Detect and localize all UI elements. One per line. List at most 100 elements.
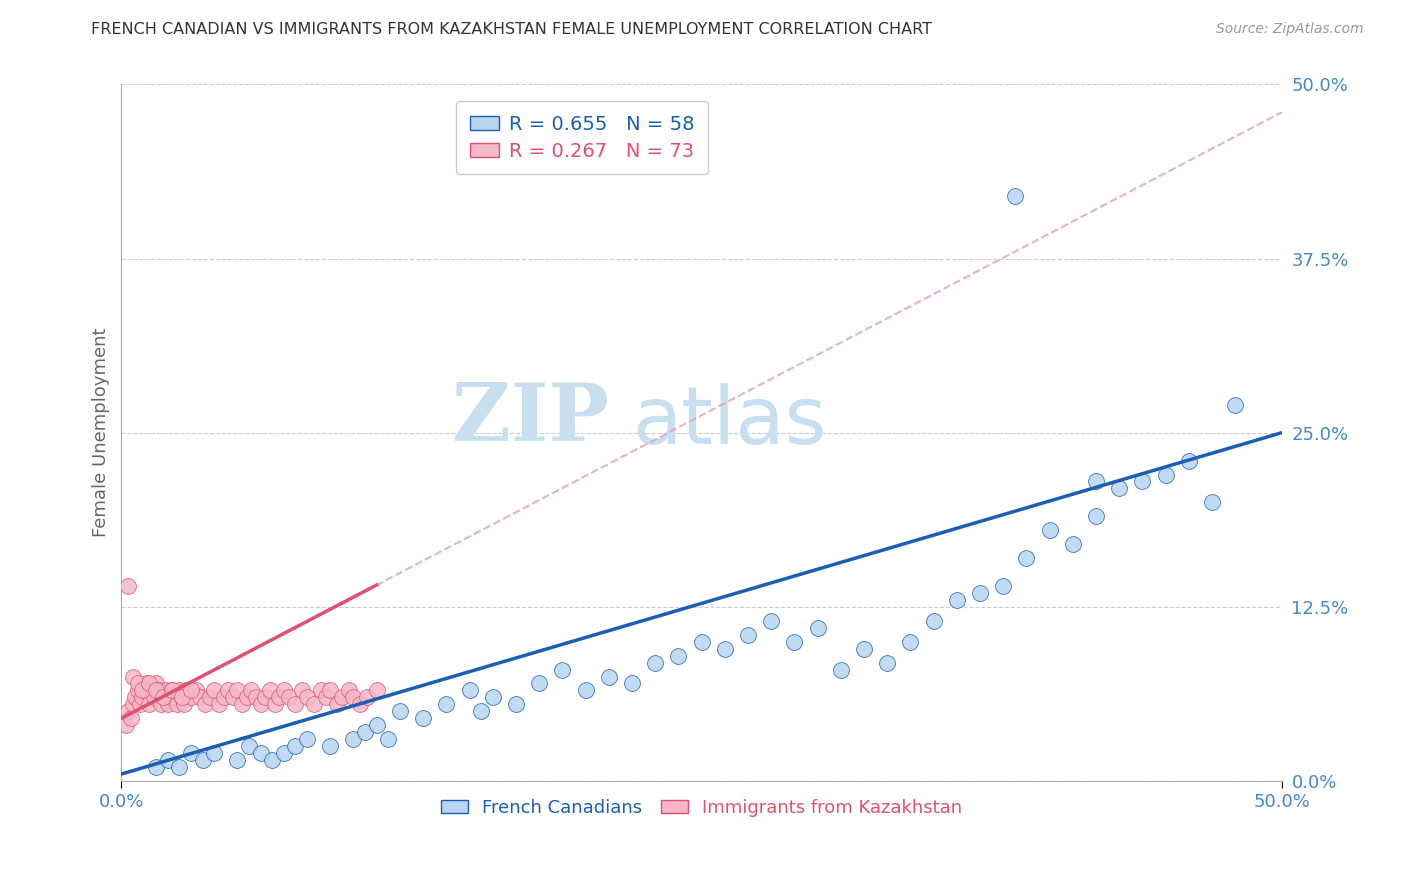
- Point: [295, 732, 318, 747]
- Point: [853, 641, 876, 656]
- Point: [388, 704, 411, 718]
- Point: [240, 683, 263, 698]
- Point: [129, 698, 152, 712]
- Point: [145, 760, 167, 774]
- Point: [138, 676, 160, 690]
- Point: [349, 698, 371, 712]
- Point: [162, 683, 184, 698]
- Point: [342, 732, 364, 747]
- Point: [263, 698, 285, 712]
- Point: [1085, 509, 1108, 524]
- Point: [127, 683, 149, 698]
- Point: [152, 690, 174, 705]
- Point: [481, 690, 503, 705]
- Point: [900, 634, 922, 648]
- Point: [1132, 475, 1154, 489]
- Point: [1062, 537, 1084, 551]
- Point: [117, 579, 139, 593]
- Point: [180, 683, 202, 698]
- Point: [354, 725, 377, 739]
- Point: [830, 663, 852, 677]
- Point: [231, 698, 253, 712]
- Point: [166, 698, 188, 712]
- Point: [1154, 467, 1177, 482]
- Point: [169, 683, 191, 698]
- Point: [156, 753, 179, 767]
- Point: [117, 704, 139, 718]
- Point: [262, 753, 284, 767]
- Point: [222, 690, 245, 705]
- Point: [922, 614, 945, 628]
- Point: [1225, 398, 1247, 412]
- Point: [155, 683, 177, 698]
- Point: [527, 676, 550, 690]
- Point: [505, 698, 527, 712]
- Point: [319, 739, 342, 754]
- Point: [690, 634, 713, 648]
- Point: [159, 690, 181, 705]
- Text: Source: ZipAtlas.com: Source: ZipAtlas.com: [1216, 22, 1364, 37]
- Point: [212, 690, 235, 705]
- Point: [120, 711, 142, 725]
- Point: [291, 683, 314, 698]
- Point: [434, 698, 457, 712]
- Point: [342, 690, 364, 705]
- Point: [122, 698, 145, 712]
- Point: [148, 683, 170, 698]
- Point: [337, 683, 360, 698]
- Point: [245, 690, 267, 705]
- Point: [259, 683, 281, 698]
- Point: [330, 690, 353, 705]
- Point: [191, 753, 214, 767]
- Text: atlas: atlas: [631, 384, 827, 461]
- Point: [249, 698, 271, 712]
- Point: [188, 690, 211, 705]
- Point: [1015, 551, 1038, 566]
- Point: [131, 683, 153, 698]
- Point: [208, 698, 231, 712]
- Point: [156, 698, 179, 712]
- Point: [412, 711, 434, 725]
- Point: [184, 683, 207, 698]
- Point: [1085, 475, 1108, 489]
- Point: [194, 698, 217, 712]
- Point: [162, 683, 184, 698]
- Point: [946, 593, 969, 607]
- Point: [1004, 189, 1026, 203]
- Point: [163, 690, 186, 705]
- Point: [145, 676, 167, 690]
- Point: [458, 683, 481, 698]
- Text: FRENCH CANADIAN VS IMMIGRANTS FROM KAZAKHSTAN FEMALE UNEMPLOYMENT CORRELATION CH: FRENCH CANADIAN VS IMMIGRANTS FROM KAZAK…: [91, 22, 932, 37]
- Point: [737, 628, 759, 642]
- Point: [170, 690, 193, 705]
- Point: [366, 718, 388, 732]
- Point: [226, 683, 249, 698]
- Point: [1178, 453, 1201, 467]
- Point: [277, 690, 299, 705]
- Point: [969, 586, 991, 600]
- Point: [470, 704, 492, 718]
- Point: [134, 683, 156, 698]
- Point: [138, 698, 160, 712]
- Point: [127, 676, 149, 690]
- Point: [173, 698, 195, 712]
- Point: [226, 753, 249, 767]
- Point: [284, 698, 307, 712]
- Point: [145, 683, 167, 698]
- Point: [319, 683, 342, 698]
- Point: [309, 683, 332, 698]
- Point: [620, 676, 643, 690]
- Point: [993, 579, 1015, 593]
- Point: [273, 746, 295, 760]
- Point: [149, 698, 172, 712]
- Point: [217, 683, 239, 698]
- Point: [180, 746, 202, 760]
- Point: [574, 683, 596, 698]
- Point: [235, 690, 257, 705]
- Point: [302, 698, 325, 712]
- Point: [644, 656, 666, 670]
- Point: [152, 690, 174, 705]
- Point: [295, 690, 318, 705]
- Point: [377, 732, 399, 747]
- Legend: French Canadians, Immigrants from Kazakhstan: French Canadians, Immigrants from Kazakh…: [433, 792, 970, 824]
